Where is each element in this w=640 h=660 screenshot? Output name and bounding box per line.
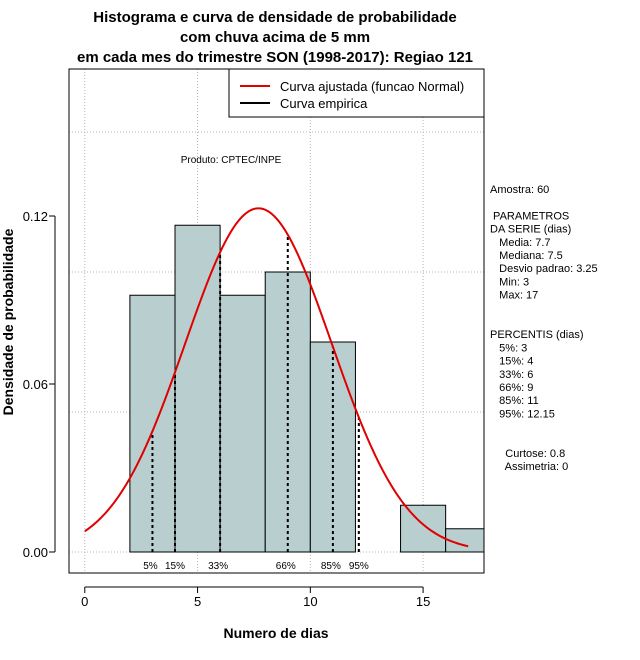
x-tick-label: 5 [194,594,201,609]
chart-title-line-2: com chuva acima de 5 mm [180,29,370,46]
percentile-label: 33% [208,561,228,572]
legend-label-empirical: Curva empirica [280,96,368,111]
histogram-bar [174,224,221,553]
percentile-label: 95% [349,561,369,572]
statistics-line: Desvio padrao: 3.25 [490,263,598,275]
statistics-line: 85%: 11 [490,395,539,407]
chart-title-line-1: Histograma e curva de densidade de proba… [93,9,456,26]
statistics-line: DA SERIE (dias) [490,224,571,236]
percentile-label: 15% [165,561,185,572]
x-tick-label: 15 [416,594,430,609]
legend-box [228,68,485,118]
legend: Curva ajustada (funcao Normal) Curva emp… [228,68,485,118]
statistics-line: Max: 17 [490,290,538,302]
statistics-line: Assimetria: 0 [490,461,568,473]
normal-curve-line [84,207,469,548]
y-tick-label: 0.06 [23,377,48,392]
statistics-line: PARAMETROS [490,210,569,222]
statistics-line: Amostra: 60 [490,184,549,196]
histogram-bar [219,294,266,553]
statistics-line: 5%: 3 [490,342,527,354]
statistics-line: 33%: 6 [490,369,533,381]
percentile-label: 5% [143,561,158,572]
x-axis-title: Numero de dias [223,625,328,641]
statistics-line: 95%: 12.15 [490,408,555,420]
percentile-label: 85% [321,561,341,572]
product-annotation: Produto: CPTEC/INPE [181,155,282,166]
percentile-markers: 5% 15% 33% 66% 85% 95% [143,234,369,572]
statistics-line: Min: 3 [490,276,529,288]
statistics-line: 66%: 9 [490,382,533,394]
x-tick-label: 10 [303,594,317,609]
statistics-line: Mediana: 7.5 [490,250,563,262]
y-tick-label: 0.12 [23,209,48,224]
legend-label-normal: Curva ajustada (funcao Normal) [280,79,464,94]
normal-curve [84,207,469,548]
percentile-label: 66% [276,561,296,572]
histogram-bars [129,224,485,553]
x-tick-label: 0 [81,594,88,609]
statistics-line: PERCENTIS (dias) [490,329,584,341]
chart-title-line-3: em cada mes do trimestre SON (1998-2017)… [77,49,473,66]
statistics-line: 15%: 4 [490,356,533,368]
statistics-line: Curtose: 0.8 [490,448,565,460]
statistics-line: Media: 7.7 [490,237,551,249]
chart-title: Histograma e curva de densidade de proba… [77,9,473,66]
axes: 0 5 10 15 0.00 0.06 0.12 [23,209,431,609]
histogram-bar [400,504,447,553]
y-tick-label: 0.00 [23,545,48,560]
statistics-panel: Amostra: 60 PARAMETROS DA SERIE (dias) Me… [490,184,598,473]
y-axis-title: Densidade de probabilidade [0,228,16,415]
